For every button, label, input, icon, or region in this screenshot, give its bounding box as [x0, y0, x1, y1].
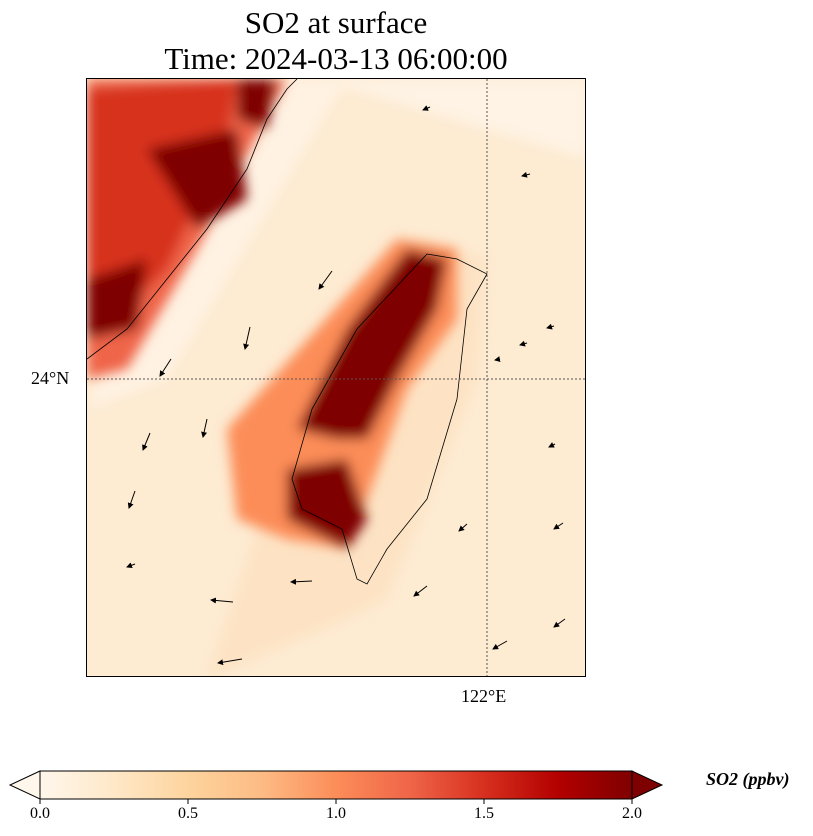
- taiwan-plume: [227, 239, 457, 549]
- map-plot: [86, 78, 586, 677]
- map-time: Time: 2024-03-13 06:00:00: [164, 41, 508, 76]
- colorbar-max-extend: [631, 770, 664, 800]
- colorbar: [8, 770, 664, 804]
- lat-tick-label: 24°N: [31, 368, 70, 388]
- colorbar-gradient: [39, 770, 633, 800]
- colorbar-label: SO2 (ppbv): [706, 769, 790, 789]
- lon-tick-label: 122°E: [461, 686, 507, 706]
- map-title: SO2 at surface: [244, 5, 428, 40]
- low-band: [87, 79, 347, 409]
- colorbar-tick: 2.0: [622, 805, 642, 822]
- colorbar-tick: 0.5: [178, 805, 198, 822]
- so2-field: [87, 79, 585, 676]
- colorbar-tick: 1.5: [474, 805, 494, 822]
- coastline: [87, 79, 488, 585]
- colorbar-tick: 1.0: [326, 805, 346, 822]
- china-coast-plume: [87, 79, 287, 379]
- colorbar-tick: 0.0: [30, 805, 50, 822]
- grid-lines: [87, 79, 585, 676]
- colorbar-min-extend: [8, 770, 41, 800]
- wind-vectors: [126, 105, 566, 666]
